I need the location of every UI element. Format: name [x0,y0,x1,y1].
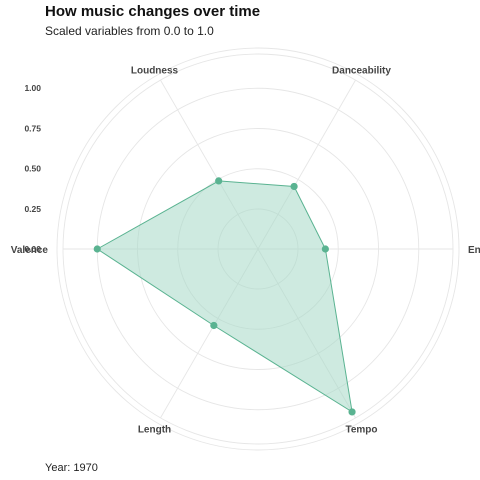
grid-ring [56,47,460,451]
series-layer [93,177,356,416]
chart-caption: Year: 1970 [45,462,98,474]
axis-label-tempo: Tempo [345,424,377,435]
tick-label: 0.25 [24,204,41,214]
chart-subtitle: Scaled variables from 0.0 to 1.0 [45,24,214,38]
data-point-length [210,321,218,330]
tick-label: 0.50 [24,164,41,174]
tick-label: 1.00 [24,83,41,93]
chart-title: How music changes over time [45,3,261,20]
data-point-danceability [290,182,298,191]
axis-label-energy: Energy [468,245,480,256]
tick-label: 0.75 [24,123,41,133]
label-layer: Energy Danceability Loudness Valence Length T… [11,66,480,436]
tick-label: 0.00 [24,244,41,254]
data-point-tempo [348,408,356,416]
data-point-energy [321,245,329,253]
data-point-loudness [215,177,223,185]
axis-label-loudness: Loudness [131,66,179,77]
axis-label-danceability: Danceability [332,66,391,77]
axis-label-valence: Valence [11,245,49,256]
data-point-valence [93,245,101,253]
series-area [96,180,353,413]
axis-label-length: Length [138,424,171,435]
